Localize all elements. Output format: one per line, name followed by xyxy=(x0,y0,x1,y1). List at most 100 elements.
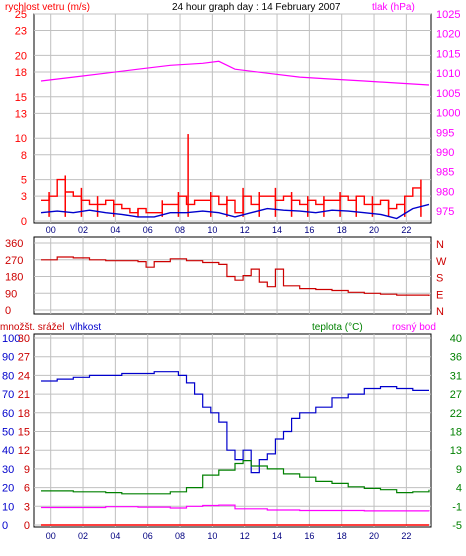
precip-tick-label: 30 xyxy=(18,333,30,345)
temperature-tick-label: -1 xyxy=(452,501,462,513)
pressure-tick-label: 1000 xyxy=(436,108,460,120)
direction-chart-frame xyxy=(33,236,432,315)
humidity-line xyxy=(41,371,429,474)
pressure-tick-label: 980 xyxy=(436,186,454,198)
wind-tick-label: 23 xyxy=(15,26,27,38)
wind-tick-label: 13 xyxy=(15,108,27,120)
wind-chart-frame xyxy=(33,13,432,224)
dewpoint-line xyxy=(41,504,430,512)
hour-tick-label: 06 xyxy=(143,225,153,235)
wind-tick-label: 5 xyxy=(21,175,27,187)
hour-tick-label: 14 xyxy=(272,531,282,541)
direction-series xyxy=(41,256,430,296)
wind-tick-label: 20 xyxy=(15,50,27,62)
wind-tick-label: 18 xyxy=(15,67,27,79)
hour-tick-label: 02 xyxy=(78,531,88,541)
pressure-tick-label: 1025 xyxy=(436,9,460,21)
hour-tick-label: 08 xyxy=(175,225,185,235)
humidity-temperature-chart: množšt. srážel vlhkost teplota (°C) rosn… xyxy=(0,322,462,541)
wind-direction-line xyxy=(41,256,430,296)
pressure-line xyxy=(40,60,430,86)
precip-tick-label: 21 xyxy=(18,389,30,401)
temperature-tick-label: 40 xyxy=(450,333,462,345)
humidity-chart-frame xyxy=(33,333,432,528)
precip-tick-label: 15 xyxy=(18,427,30,439)
hour-tick-label: 14 xyxy=(272,225,282,235)
direction-tick-label: 0 xyxy=(5,305,11,317)
precip-tick-label: 3 xyxy=(24,501,30,513)
humidity-tick-label: 60 xyxy=(2,408,14,420)
dewpoint-axis-label: rosný bod xyxy=(392,322,436,333)
pressure-tick-label: 975 xyxy=(436,206,454,218)
humidity-tick-label: 10 xyxy=(2,501,14,513)
compass-label: N xyxy=(436,306,444,318)
wind-axis-ticks: 0358101315182023259759809859909951000100… xyxy=(15,9,461,235)
pressure-tick-label: 1010 xyxy=(436,68,460,80)
hour-tick-label: 00 xyxy=(46,225,56,235)
hour-tick-label: 04 xyxy=(110,531,120,541)
precip-tick-label: 27 xyxy=(18,352,30,364)
wind-pressure-chart: rychlost vetru (m/s) 24 hour graph day :… xyxy=(5,2,460,235)
direction-tick-label: 90 xyxy=(5,288,17,300)
wind-grid xyxy=(34,13,431,223)
compass-label: E xyxy=(436,289,443,301)
direction-tick-label: 180 xyxy=(5,272,23,284)
wind-tick-label: 10 xyxy=(15,133,27,145)
compass-label: N xyxy=(436,239,444,251)
humidity-tick-label: 20 xyxy=(2,483,14,495)
temperature-axis-label: teplota (°C) xyxy=(312,322,363,333)
humidity-tick-label: 0 xyxy=(2,520,8,532)
hour-tick-label: 22 xyxy=(401,531,411,541)
pressure-axis-label: tlak (hPa) xyxy=(372,2,415,13)
pressure-tick-label: 1005 xyxy=(436,88,460,100)
humidity-tick-label: 70 xyxy=(2,389,14,401)
hour-tick-label: 02 xyxy=(78,225,88,235)
hour-tick-label: 06 xyxy=(143,531,153,541)
wind-tick-label: 8 xyxy=(21,150,27,162)
humidity-tick-label: 30 xyxy=(2,464,14,476)
precip-axis-label: množšt. srážel xyxy=(0,322,64,333)
hour-tick-label: 00 xyxy=(46,531,56,541)
wind-tick-label: 3 xyxy=(21,191,27,203)
pressure-tick-label: 990 xyxy=(436,147,454,159)
hour-tick-label: 20 xyxy=(369,531,379,541)
temperature-tick-label: 27 xyxy=(450,389,462,401)
precip-tick-label: 9 xyxy=(24,464,30,476)
wind-axis-label: rychlost vetru (m/s) xyxy=(5,2,90,13)
hour-tick-label: 18 xyxy=(337,225,347,235)
direction-axis-ticks: 360 N 270 W 180 S 90 E 0 N xyxy=(5,238,447,318)
humidity-tick-label: 100 xyxy=(2,333,20,345)
temperature-line xyxy=(41,460,430,495)
temperature-tick-label: 31 xyxy=(450,370,462,382)
humidity-tick-label: 90 xyxy=(2,352,14,364)
wind-tick-label: 25 xyxy=(15,9,27,21)
hour-tick-label: 16 xyxy=(304,531,314,541)
hour-tick-label: 12 xyxy=(240,225,250,235)
precip-tick-label: 24 xyxy=(18,370,30,382)
hour-tick-label: 10 xyxy=(207,225,217,235)
hour-tick-label: 20 xyxy=(369,225,379,235)
hour-tick-label: 10 xyxy=(207,531,217,541)
precip-tick-label: 12 xyxy=(18,445,30,457)
hour-tick-label: 04 xyxy=(110,225,120,235)
wind-tick-label: 15 xyxy=(15,92,27,104)
pressure-tick-label: 1020 xyxy=(436,29,460,41)
compass-label: S xyxy=(436,273,443,285)
humidity-tick-label: 50 xyxy=(2,427,14,439)
humidity-tick-label: 80 xyxy=(2,370,14,382)
wind-average-line xyxy=(40,203,430,220)
pressure-tick-label: 1015 xyxy=(436,48,460,60)
compass-label: W xyxy=(436,256,447,268)
precip-tick-label: 18 xyxy=(18,408,30,420)
humidity-series xyxy=(41,371,430,526)
temperature-tick-label: -5 xyxy=(452,520,462,532)
hour-tick-label: 08 xyxy=(175,531,185,541)
temperature-tick-label: 9 xyxy=(456,464,462,476)
direction-grid xyxy=(34,237,431,314)
hour-tick-label: 16 xyxy=(304,225,314,235)
temperature-tick-label: 4 xyxy=(456,483,462,495)
hour-tick-label: 18 xyxy=(337,531,347,541)
